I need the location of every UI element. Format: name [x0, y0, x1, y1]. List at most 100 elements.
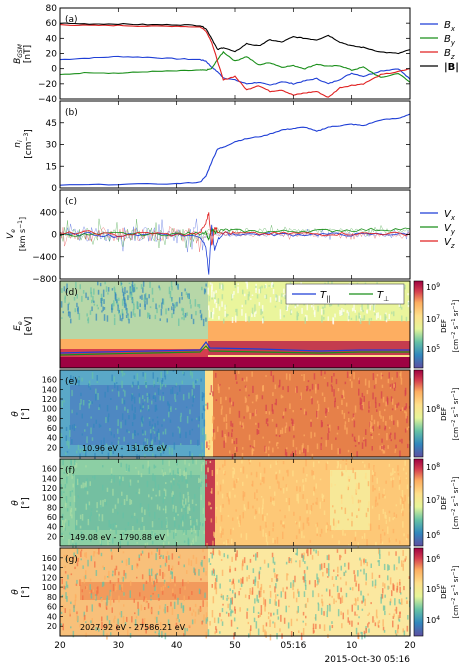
cbar-f-tick-1: 108: [426, 462, 440, 472]
cbar-f-unit: [cm−2 s−1 sr−1]: [451, 476, 460, 529]
panel-g-yunit: [°]: [21, 586, 31, 598]
ytick-c-1: 0: [51, 231, 57, 241]
ytick-c-3: −800: [32, 275, 57, 285]
ytick-e-3: 100: [42, 405, 57, 414]
date-label: 2015-Oct-30 05:16: [325, 655, 411, 665]
series-line-c-0: [60, 224, 410, 275]
cbar-f-tick-3: 106: [426, 530, 440, 540]
cbar-e-tick-1: 108: [426, 404, 440, 414]
cbar-g-label: DEF: [440, 585, 448, 599]
panel-a-ylabel: BGSM: [13, 43, 24, 64]
panel-b: (b) ni [cm−3] 45 30 15 0: [13, 100, 411, 194]
series-line-a-0: [60, 55, 410, 86]
ytick-f-0: 160: [42, 465, 57, 474]
legend-a-0: Bx: [444, 20, 456, 33]
ytick-f-3: 100: [42, 494, 57, 503]
cbar-e-label: DEF: [440, 407, 448, 421]
series-line-b-0: [60, 113, 410, 186]
panel-f: (f) 149.08 eV - 1790.88 eV 1601401201008…: [11, 458, 412, 551]
legend-c-0: Vx: [444, 209, 456, 222]
cbar-f-tick-2: 107: [426, 495, 440, 505]
panel-a-label: (a): [65, 15, 78, 25]
panel-d: (d) Ee [eV] T|| T⊥: [13, 280, 412, 369]
panel-b-yunit: [cm−3]: [23, 129, 34, 159]
x-axis: 20 30 40 50 05:16 10 20 2015-Oct-30 05:16: [54, 8, 416, 665]
ytick-e-2: 120: [42, 395, 57, 404]
cbar-g-tick-2: 105: [426, 584, 440, 594]
ytick-g-4: 80: [47, 593, 57, 602]
ytick-f-5: 60: [47, 513, 57, 522]
ytick-c-2: −400: [32, 253, 57, 263]
cbar-d-unit: [cm−2 s−1 sr−1]: [451, 299, 460, 352]
panel-c-ylabel: Ve: [6, 229, 17, 239]
ytick-e-7: 20: [47, 443, 57, 452]
ytick-f-6: 40: [47, 523, 57, 532]
ytick-g-7: 20: [47, 622, 57, 631]
cbar-d-label: DEF: [440, 319, 448, 333]
cbar-d-tick-2: 107: [426, 314, 440, 324]
cbar-e-unit: [cm−2 s−1 sr−1]: [451, 387, 460, 440]
ytick-a-0: 80: [46, 4, 58, 14]
colorbar-g: [413, 547, 424, 637]
xtick-3: 50: [229, 641, 241, 651]
cbar-d-tick-1: 109: [426, 282, 440, 292]
legend-c-1: Vy: [444, 223, 456, 236]
colorbar-d: [413, 280, 424, 369]
panel-f-ylabel: θ: [11, 500, 21, 506]
ytick-e-5: 60: [47, 424, 57, 433]
ytick-a-4: 0: [51, 65, 57, 75]
xtick-4: 05:16: [280, 641, 306, 651]
xtick-5: 10: [346, 641, 358, 651]
ytick-a-3: 20: [46, 50, 58, 60]
panel-e: (e) 10.96 eV - 131.65 eV 160140120100806…: [11, 369, 411, 462]
ytick-b-0: 45: [46, 119, 57, 129]
ytick-g-5: 60: [47, 603, 57, 612]
ytick-g-2: 120: [42, 573, 57, 582]
panel-e-label: (e): [65, 377, 78, 387]
legend-t-par: T||: [320, 290, 331, 303]
xtick-1: 30: [113, 641, 125, 651]
panel-g-ylabel: θ: [11, 589, 21, 595]
legend-d: T|| T⊥: [285, 283, 405, 305]
ytick-g-6: 40: [47, 612, 57, 621]
xtick-0: 20: [54, 641, 66, 651]
ytick-e-0: 160: [42, 376, 57, 385]
series-line-c-2: [60, 212, 410, 246]
ytick-g-1: 140: [42, 564, 57, 573]
ytick-g-3: 100: [42, 583, 57, 592]
panel-d-yunit: [eV]: [24, 317, 34, 336]
cbar-g-tick-3: 104: [426, 615, 440, 625]
ytick-a-6: −40: [38, 95, 57, 105]
xtick-6: 20: [404, 641, 416, 651]
colorbar-f: [413, 458, 424, 547]
legend-a-2: Bz: [444, 48, 455, 61]
series-line-a-2: [60, 24, 410, 98]
panel-e-yunit: [°]: [21, 408, 31, 420]
t-perp-line: [59, 345, 410, 356]
panel-g-label: (g): [65, 555, 78, 565]
ytick-g-0: 160: [42, 554, 57, 563]
series-line-c-1: [60, 227, 410, 241]
ytick-f-4: 80: [47, 503, 57, 512]
ytick-b-1: 30: [46, 141, 58, 151]
ytick-e-4: 80: [47, 414, 57, 423]
ytick-c-0: 400: [40, 208, 57, 218]
ytick-b-3: 0: [51, 184, 57, 194]
series-line-a-3: [60, 22, 410, 55]
panel-b-label: (b): [65, 108, 78, 118]
ytick-f-1: 140: [42, 474, 57, 483]
panel-e-ylabel: θ: [11, 411, 21, 417]
panel-g-range: 2027.92 eV - 27586.21 eV: [80, 623, 186, 632]
panel-e-range: 10.96 eV - 131.65 eV: [82, 444, 167, 453]
ytick-e-1: 140: [42, 385, 57, 394]
xtick-2: 40: [171, 641, 183, 651]
legend-a-3: |B|: [444, 62, 459, 73]
ytick-b-2: 15: [46, 162, 57, 172]
legend-c-2: Vz: [444, 237, 455, 250]
ytick-f-2: 120: [42, 484, 57, 493]
colorbars: 109 107 105 108 108 107 106 106 105 104 …: [413, 280, 460, 637]
t-par-line: [59, 340, 410, 354]
